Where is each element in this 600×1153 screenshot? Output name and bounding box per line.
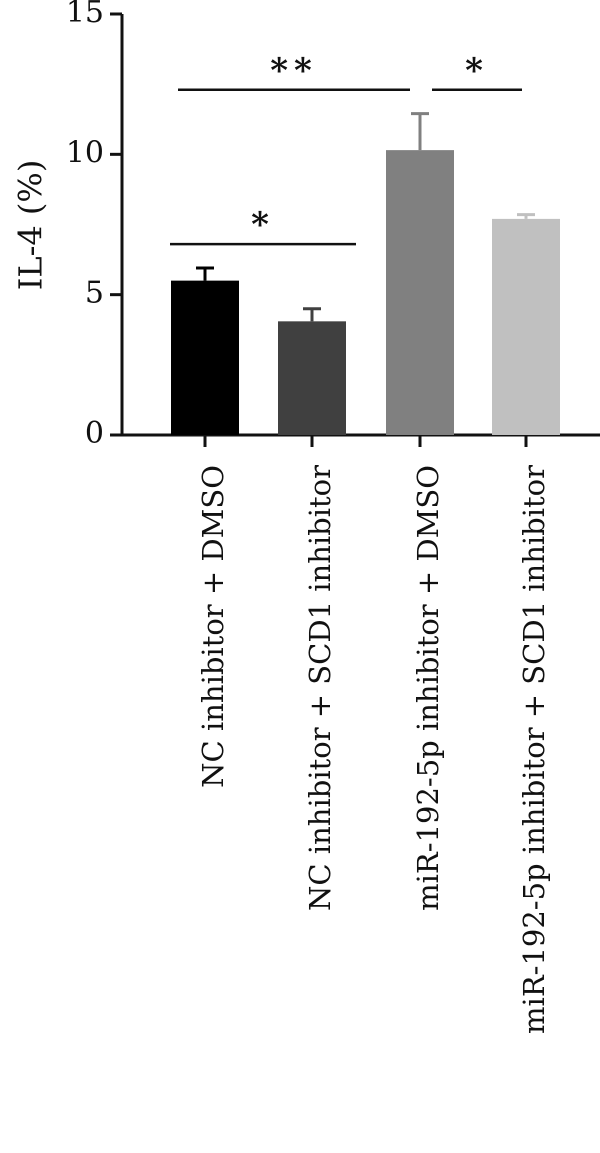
y-tick-label-3: 15	[66, 0, 104, 30]
y-tick-label-1: 5	[85, 276, 104, 311]
y-tick-label-0: 0	[85, 416, 104, 451]
category-label-3: miR-192-5p inhibitor + SCD1 inhibitor	[517, 465, 551, 1034]
bar-2	[386, 150, 454, 435]
category-label-1: NC inhibitor + SCD1 inhibitor	[303, 465, 337, 911]
category-label-2: miR-192-5p inhibitor + DMSO	[411, 465, 445, 911]
significance-label-0: *	[251, 205, 275, 245]
significance-label-2: *	[465, 51, 489, 91]
bar-0	[171, 280, 239, 435]
y-tick-label-2: 10	[66, 135, 104, 170]
category-label-0: NC inhibitor + DMSO	[196, 465, 230, 788]
bar-3	[492, 218, 560, 435]
significance-label-1: **	[270, 51, 318, 91]
plot-area: 0 5 10 15 NC inhibitor + DMSO NC inhibitor + …	[66, 0, 600, 1034]
y-axis-label: IL-4 (%)	[12, 160, 50, 291]
bar-1	[278, 321, 346, 435]
